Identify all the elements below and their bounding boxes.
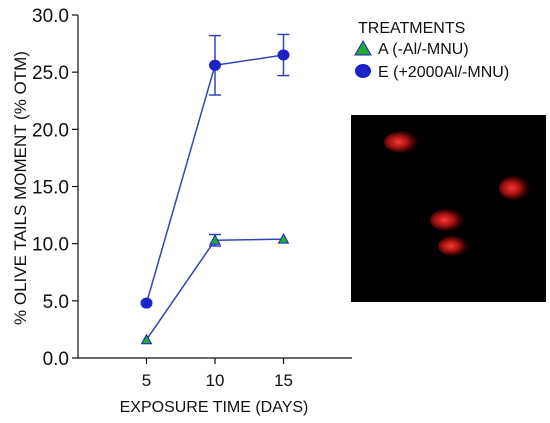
comet-cell-3 — [430, 209, 466, 231]
y-tick-label: 15.0 — [32, 178, 69, 199]
legend-label-series-e: E (+2000Al/-MNU) — [378, 64, 509, 81]
data-point-circle — [140, 297, 153, 309]
y-tick-label: 20.0 — [32, 120, 69, 141]
y-tick-label: 5.0 — [43, 292, 69, 313]
series-line — [145, 238, 284, 341]
y-tick-label: 30.0 — [32, 6, 69, 27]
data-point-circle — [209, 59, 221, 71]
y-tick-label: 25.0 — [32, 63, 69, 84]
y-axis-label: % OLIVE TAILS MOMENT (% OTM) — [11, 51, 30, 325]
data-point-triangle — [209, 234, 221, 245]
micrograph-background — [351, 115, 546, 302]
data-marks — [140, 33, 290, 345]
x-tick-label: 15 — [274, 371, 293, 390]
legend: TREATMENTS A (-Al/-MNU) E (+2000Al/-MNU) — [354, 20, 509, 81]
legend-title: TREATMENTS — [358, 20, 465, 37]
axes: 0.0 5.0 10.0 15.0 20.0 25.0 30.0 5 10 15 — [32, 6, 352, 390]
x-axis-label: EXPOSURE TIME (DAYS) — [120, 399, 309, 416]
legend-label-series-a: A (-Al/-MNU) — [378, 41, 469, 58]
data-point-triangle — [277, 233, 290, 244]
y-tick-label: 0.0 — [43, 349, 69, 370]
comet-cell-1 — [384, 131, 420, 153]
legend-triangle-marker — [354, 39, 372, 56]
comet-cell-4 — [438, 236, 470, 256]
comet-assay-micrograph — [351, 115, 546, 302]
x-tick-label: 5 — [142, 371, 151, 390]
x-tick-label: 10 — [206, 371, 225, 390]
data-point-triangle — [140, 333, 153, 345]
comet-cell-2 — [499, 176, 531, 200]
legend-circle-marker — [355, 64, 371, 78]
data-point-circle — [277, 49, 290, 61]
y-tick-label: 10.0 — [32, 235, 69, 256]
